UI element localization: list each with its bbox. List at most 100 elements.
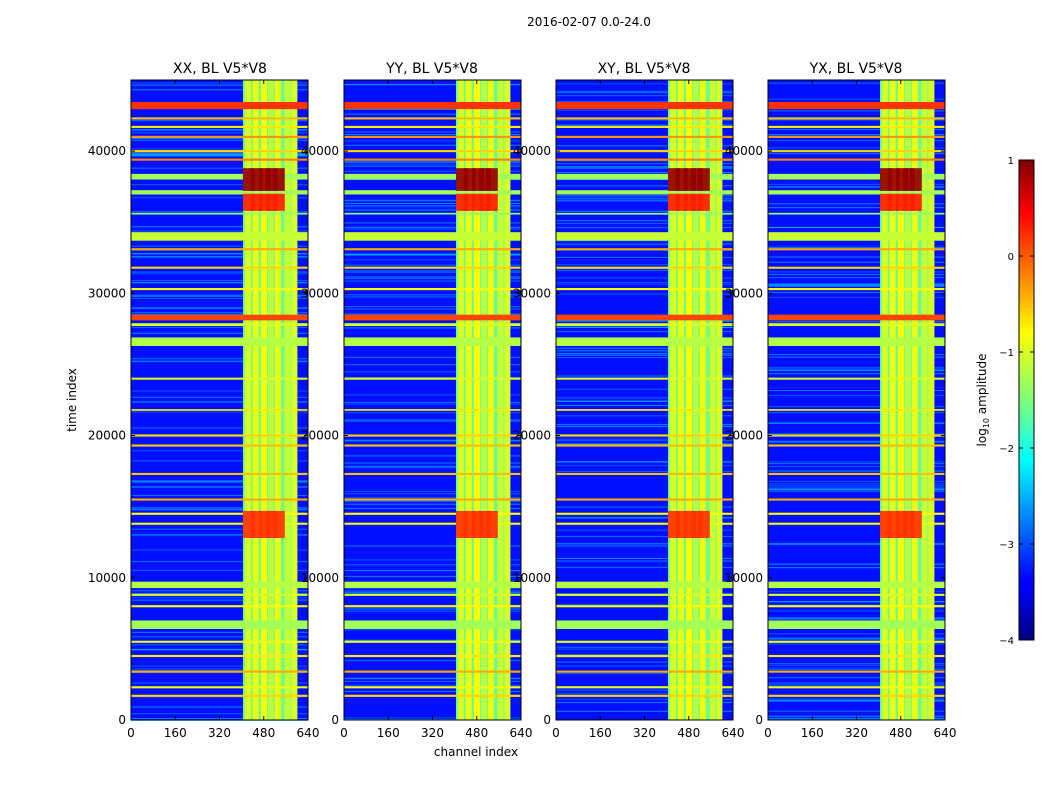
noise-row (768, 227, 945, 229)
colorbar-ticks: 1 0 −1 −2 −3 −4 (999, 156, 1034, 647)
noise-row (131, 360, 308, 362)
noise-row (768, 542, 945, 544)
burst-patch (272, 510, 285, 538)
noise-row (556, 604, 733, 606)
burst-patch (272, 168, 285, 191)
rfi-row (556, 173, 733, 180)
noise-row (131, 361, 308, 363)
y-tick-label: 30000 (301, 286, 339, 300)
signal-column (889, 80, 896, 720)
rfi-row (768, 323, 945, 327)
noise-row (344, 296, 521, 298)
y-tick-label: 30000 (88, 286, 126, 300)
noise-row (344, 306, 521, 308)
rfi-row (131, 150, 308, 153)
noise-row (131, 401, 308, 403)
noise-row (768, 119, 945, 121)
noise-row (768, 207, 945, 209)
noise-row (556, 560, 733, 562)
noise-row (131, 390, 308, 392)
noise-row (344, 131, 521, 133)
colorbar-gradient (1018, 159, 1035, 641)
rfi-row (131, 593, 308, 596)
rfi-row (131, 212, 308, 215)
noise-row (131, 480, 308, 482)
noise-row (768, 110, 945, 112)
rfi-row (344, 654, 521, 658)
noise-row (768, 261, 945, 263)
rfi-row (344, 288, 521, 291)
rfi-row (556, 620, 733, 629)
noise-row (344, 609, 521, 611)
noise-row (131, 534, 308, 536)
signal-column (699, 80, 706, 720)
rfi-row (131, 498, 308, 501)
rfi-row (768, 654, 945, 658)
rfi-row (344, 135, 521, 138)
y-tick-label: 0 (118, 713, 126, 727)
noise-row (344, 140, 521, 142)
rfi-row (131, 605, 308, 608)
rfi-row (768, 593, 945, 596)
noise-row (344, 607, 521, 609)
noise-row (131, 668, 308, 670)
noise-row (768, 283, 945, 285)
axis-ticks: 0 160 320 480 640 0 10000 20000 30000 40000 (301, 80, 532, 740)
burst-patch (697, 168, 710, 191)
rfi-row (556, 605, 733, 608)
noise-row (131, 295, 308, 297)
noise-row (344, 462, 521, 464)
noise-row (344, 170, 521, 172)
noise-row (768, 463, 945, 465)
noise-row (556, 400, 733, 402)
noise-row (768, 421, 945, 423)
noise-row (556, 210, 733, 212)
rfi-row (556, 409, 733, 411)
noise-row (344, 161, 521, 163)
signal-column (284, 80, 291, 720)
noise-row (768, 610, 945, 612)
noise-row (768, 187, 945, 189)
noise-row (556, 95, 733, 97)
rfi-row (344, 605, 521, 608)
noise-row (556, 199, 733, 201)
y-tick-label: 20000 (301, 429, 339, 443)
noise-row (131, 271, 308, 273)
noise-row (131, 631, 308, 633)
noise-row (768, 441, 945, 443)
noise-row (768, 128, 945, 130)
noise-row (344, 276, 521, 278)
x-tick-label: 480 (889, 726, 912, 740)
rfi-row (131, 512, 308, 515)
noise-row (556, 653, 733, 655)
rfi-row (556, 512, 733, 515)
heatmap-area (130, 79, 309, 721)
noise-row (556, 167, 733, 169)
noise-row (344, 690, 521, 692)
noise-row (556, 566, 733, 568)
noise-row (768, 354, 945, 356)
rfi-row (768, 125, 945, 128)
y-tick-label: 0 (543, 713, 551, 727)
noise-row (344, 364, 521, 366)
signal-column (911, 80, 918, 720)
y-tick-label: 30000 (513, 286, 551, 300)
noise-row (344, 144, 521, 146)
noise-row (768, 633, 945, 635)
signal-column (921, 80, 928, 720)
noise-row (556, 710, 733, 712)
noise-row (556, 375, 733, 377)
rfi-row (344, 640, 521, 643)
rfi-row (768, 135, 945, 138)
x-tick-label: 640 (722, 726, 745, 740)
noise-row (344, 294, 521, 296)
noise-row (556, 100, 733, 102)
noise-row (556, 243, 733, 245)
rfi-row (768, 288, 945, 291)
y-tick-label: 0 (755, 713, 763, 727)
x-tick-label: 160 (164, 726, 187, 740)
noise-row (131, 327, 308, 329)
noise-row (344, 610, 521, 612)
noise-row (768, 699, 945, 701)
noise-row (556, 443, 733, 445)
